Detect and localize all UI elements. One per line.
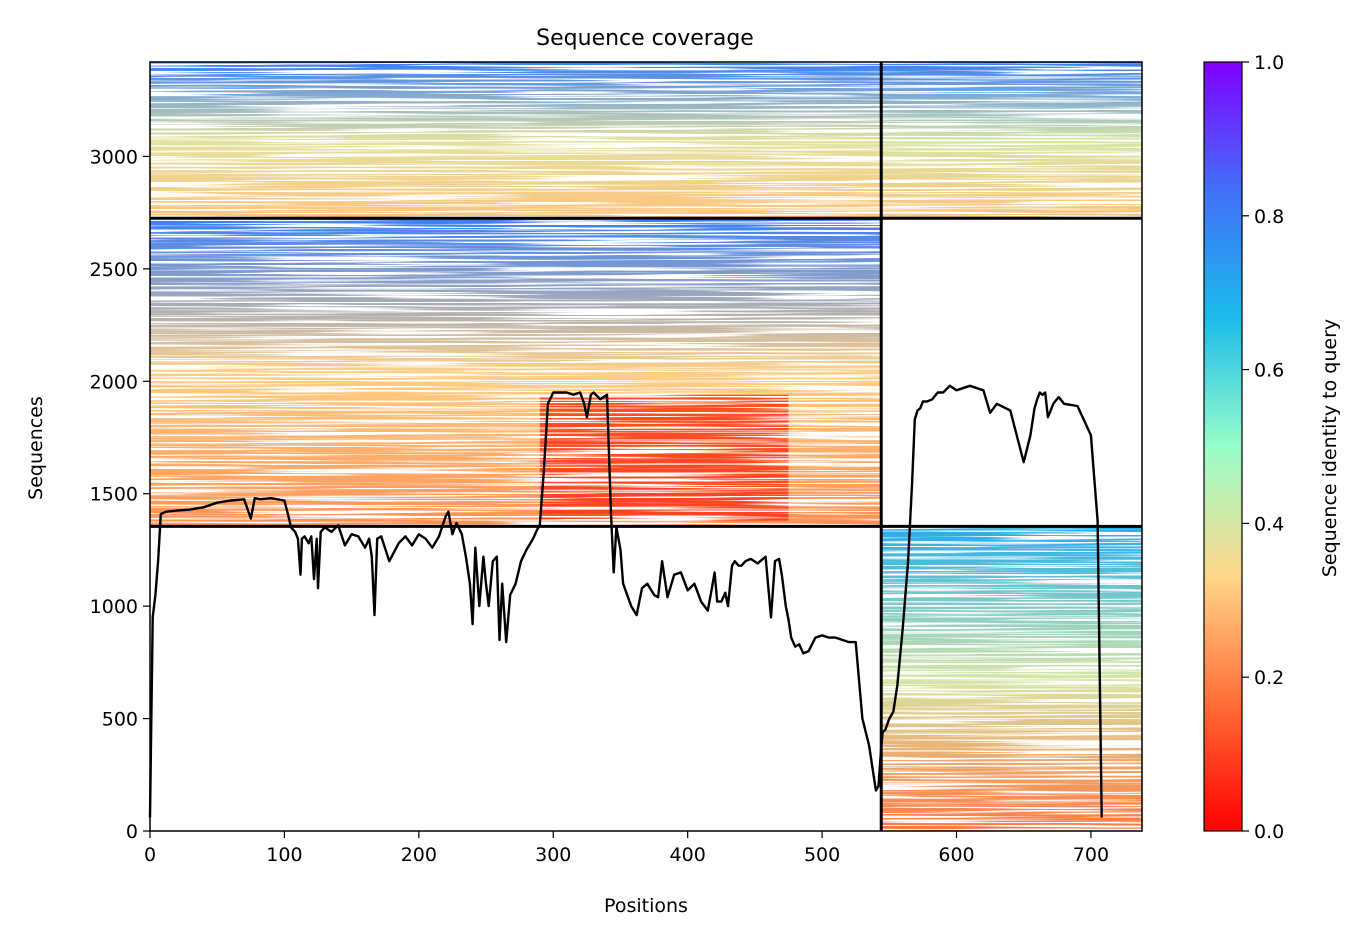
colorbar-ticks: 0.0 0.2 0.4 0.6 0.8 1.0 [1242, 52, 1284, 843]
block-divider-lines [150, 62, 1142, 831]
colorbar-tick-label: 0.8 [1254, 206, 1284, 228]
y-tick-label: 2500 [90, 259, 138, 281]
colorbar-tick-label: 0.0 [1254, 821, 1284, 843]
colorbar-tick-label: 0.4 [1254, 513, 1284, 535]
x-tick-label: 100 [266, 844, 302, 866]
coverage-block [881, 62, 1142, 219]
y-axis-label: Sequences [25, 396, 47, 500]
y-tick-label: 0 [126, 821, 138, 843]
y-tick-label: 500 [102, 709, 138, 731]
x-tick-label: 600 [938, 844, 974, 866]
coverage-line [148, 384, 1103, 818]
coverage-block [881, 526, 1142, 831]
heatmap-layer [150, 62, 1142, 831]
y-tick-label: 1500 [90, 484, 138, 506]
colorbar-tick-label: 1.0 [1254, 52, 1284, 74]
x-tick-label: 700 [1073, 844, 1109, 866]
x-tick-label: 300 [535, 844, 571, 866]
coverage-block [150, 62, 882, 219]
x-axis-label: Positions [604, 895, 688, 917]
coverage-block [539, 394, 789, 521]
x-tick-label: 400 [670, 844, 706, 866]
y-tick-label: 3000 [90, 146, 138, 168]
y-tick-label: 1000 [90, 596, 138, 618]
colorbar-label: Sequence identity to query [1319, 319, 1341, 577]
colorbar [1203, 61, 1243, 832]
x-axis: 0 100 200 300 400 500 600 700 [144, 831, 1109, 866]
x-tick-label: 0 [144, 844, 156, 866]
x-tick-label: 200 [401, 844, 437, 866]
y-tick-label: 2000 [90, 371, 138, 393]
y-axis: 0 500 1000 1500 2000 2500 3000 [90, 146, 150, 843]
x-tick-label: 500 [804, 844, 840, 866]
plot-frame [149, 61, 1143, 832]
colorbar-tick-label: 0.2 [1254, 667, 1284, 689]
colorbar-tick-label: 0.6 [1254, 360, 1284, 382]
chart-title: Sequence coverage [536, 26, 754, 51]
